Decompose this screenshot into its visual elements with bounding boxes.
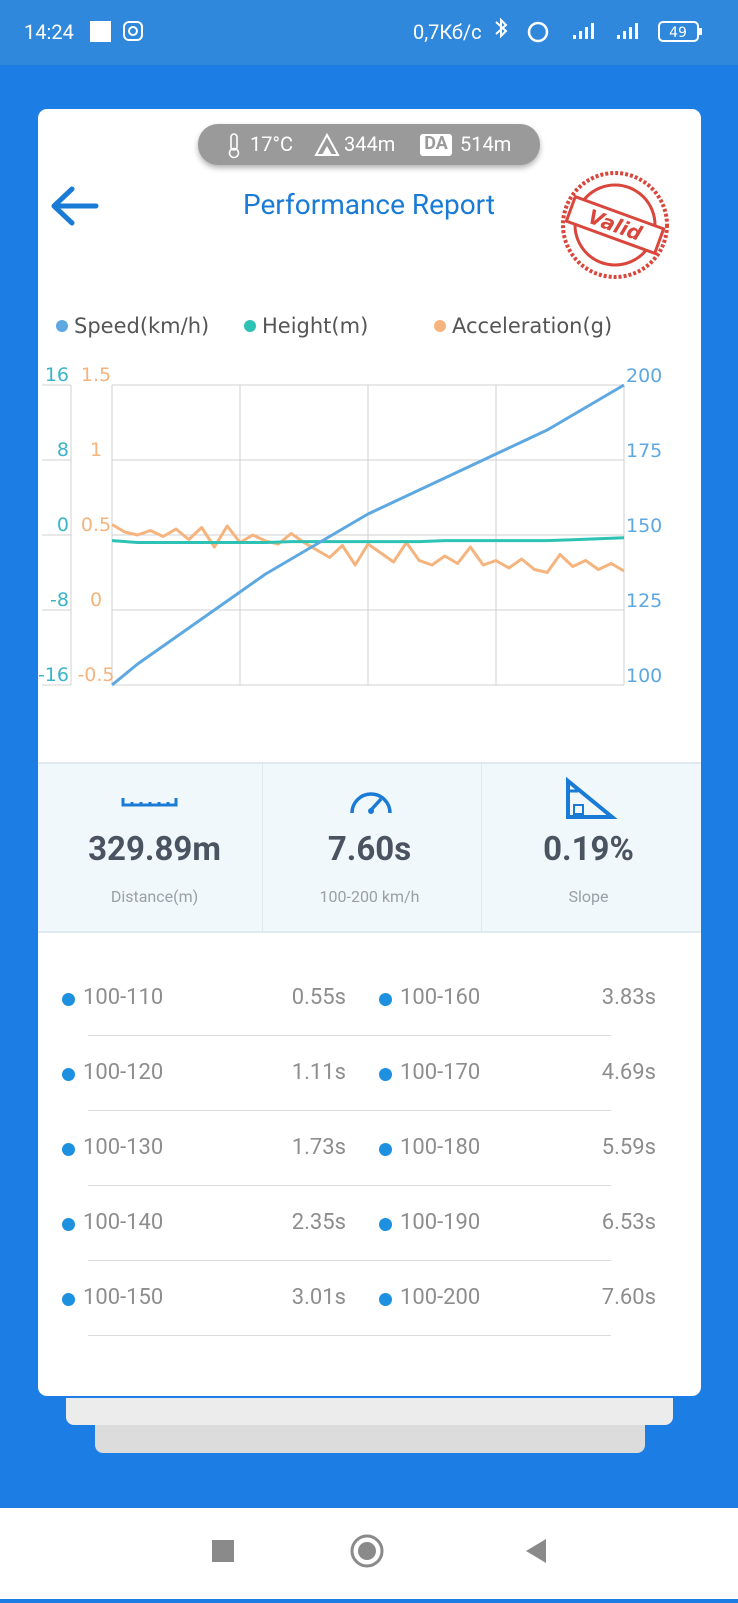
status-bar: 14:24 0,7Кб/с 49 bbox=[0, 0, 738, 65]
page-title: Performance Report bbox=[242, 188, 496, 221]
split-dot bbox=[62, 1068, 75, 1081]
divider bbox=[481, 764, 482, 931]
split-dot bbox=[379, 1068, 392, 1081]
y-tick-label: 16 bbox=[45, 364, 69, 386]
status-icons: 49 bbox=[90, 17, 702, 43]
split-range: 100-180 bbox=[400, 1135, 481, 1160]
split-dot bbox=[379, 1293, 392, 1306]
legend-marker bbox=[244, 320, 256, 332]
split-time: 1.73s bbox=[291, 1135, 346, 1160]
stats-panel bbox=[38, 762, 701, 933]
clock: 14:24 bbox=[24, 20, 74, 44]
y3-tick-label: 1 bbox=[90, 439, 102, 461]
row-separator bbox=[88, 1260, 611, 1261]
row-separator bbox=[88, 1335, 611, 1336]
split-time: 6.53s bbox=[601, 1210, 656, 1235]
legend-marker bbox=[56, 320, 68, 332]
back-button[interactable] bbox=[48, 186, 100, 226]
row-separator bbox=[88, 1035, 611, 1036]
conditions-pill: 17°C 344m DA 514m bbox=[198, 124, 540, 165]
split-range: 100-140 bbox=[83, 1210, 164, 1235]
legend-marker bbox=[434, 320, 446, 332]
stat-value: 0.19% bbox=[543, 830, 634, 869]
y3-tick-label: 1.5 bbox=[81, 364, 111, 386]
split-range: 100-110 bbox=[83, 985, 164, 1010]
altitude: 344m bbox=[344, 132, 396, 156]
nav-icons bbox=[212, 1534, 546, 1568]
network-speed: 0,7Кб/с bbox=[413, 20, 482, 44]
split-range: 100-160 bbox=[400, 985, 481, 1010]
temperature: 17°C bbox=[250, 132, 293, 156]
legend-label: Height(m) bbox=[262, 314, 368, 338]
y2-tick-label: 175 bbox=[626, 440, 662, 462]
report-card bbox=[38, 109, 701, 1396]
stat-icons bbox=[121, 776, 618, 819]
split-dot bbox=[379, 993, 392, 1006]
series-line bbox=[111, 383, 625, 687]
split-range: 100-200 bbox=[400, 1285, 481, 1310]
row-separator bbox=[88, 1185, 611, 1186]
y-tick-label: 8 bbox=[57, 439, 69, 461]
split-time: 0.55s bbox=[291, 985, 346, 1010]
split-dot bbox=[379, 1143, 392, 1156]
series-line bbox=[111, 523, 625, 574]
y-tick-label: -8 bbox=[50, 589, 69, 611]
y-tick-label: -16 bbox=[38, 664, 69, 686]
stat-value: 329.89m bbox=[88, 830, 221, 869]
stat-value: 7.60s bbox=[327, 830, 412, 869]
y3-tick-label: 0.5 bbox=[81, 514, 111, 536]
split-dot bbox=[62, 1218, 75, 1231]
valid-stamp: Valid bbox=[561, 171, 669, 279]
split-range: 100-190 bbox=[400, 1210, 481, 1235]
y2-tick-label: 125 bbox=[626, 590, 662, 612]
split-range: 100-130 bbox=[83, 1135, 164, 1160]
split-dot bbox=[62, 993, 75, 1006]
y-tick-label: 0 bbox=[57, 514, 69, 536]
stat-label: 100-200 km/h bbox=[319, 887, 420, 906]
da-badge: DA bbox=[424, 133, 448, 154]
stat-label: Distance(m) bbox=[110, 887, 199, 906]
navigation-bar bbox=[0, 1508, 738, 1599]
split-range: 100-150 bbox=[83, 1285, 164, 1310]
split-time: 4.69s bbox=[601, 1060, 656, 1085]
split-time: 3.83s bbox=[601, 985, 656, 1010]
split-range: 100-170 bbox=[400, 1060, 481, 1085]
card-shadow bbox=[95, 1425, 645, 1453]
recents-button[interactable] bbox=[212, 1540, 234, 1562]
home-button[interactable] bbox=[350, 1534, 384, 1568]
series-line bbox=[111, 536, 625, 544]
split-time: 5.59s bbox=[601, 1135, 656, 1160]
y2-tick-label: 200 bbox=[626, 365, 662, 387]
split-time: 1.11s bbox=[291, 1060, 346, 1085]
battery-level: 49 bbox=[669, 25, 687, 41]
split-time: 3.01s bbox=[291, 1285, 346, 1310]
split-dot bbox=[379, 1218, 392, 1231]
card-shadow bbox=[66, 1398, 673, 1425]
density-altitude: 514m bbox=[460, 132, 512, 156]
condition-icons bbox=[228, 132, 452, 159]
legend-label: Acceleration(g) bbox=[452, 314, 612, 338]
split-time: 2.35s bbox=[291, 1210, 346, 1235]
divider bbox=[262, 764, 263, 931]
split-range: 100-120 bbox=[83, 1060, 164, 1085]
y3-tick-label: -0.5 bbox=[77, 664, 114, 686]
split-dot bbox=[62, 1293, 75, 1306]
y3-tick-label: 0 bbox=[90, 589, 102, 611]
stat-label: Slope bbox=[568, 887, 609, 906]
legend-label: Speed(km/h) bbox=[74, 314, 209, 338]
row-separator bbox=[88, 1110, 611, 1111]
split-dot bbox=[62, 1143, 75, 1156]
y2-tick-label: 150 bbox=[626, 515, 662, 537]
y2-tick-label: 100 bbox=[626, 665, 662, 687]
split-time: 7.60s bbox=[601, 1285, 656, 1310]
chart: Speed(km/h) Height(m) Acceleration(g) 200 17… bbox=[38, 314, 662, 687]
back-nav-button[interactable] bbox=[526, 1539, 546, 1563]
